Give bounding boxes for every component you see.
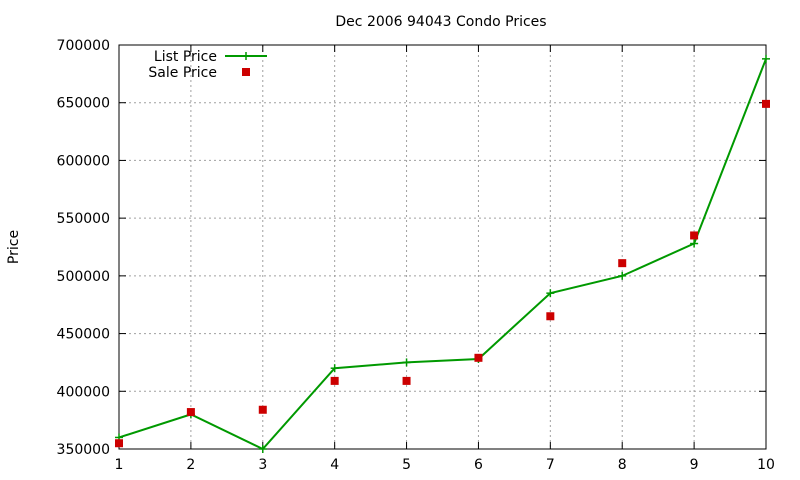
list-price-point xyxy=(690,239,699,248)
y-tick-label: 350000 xyxy=(57,442,110,458)
x-tick-label: 8 xyxy=(618,457,627,473)
y-tick-label: 700000 xyxy=(57,38,110,54)
list-price-line xyxy=(118,58,767,451)
sale-price-point xyxy=(546,312,555,321)
legend-label: Sale Price xyxy=(148,65,217,81)
plot-frame xyxy=(118,44,767,450)
y-tick-label: 650000 xyxy=(57,96,110,112)
x-tick-label: 9 xyxy=(690,457,699,473)
legend-square-marker xyxy=(242,68,250,76)
legend-plus-marker xyxy=(242,52,250,60)
sale-price-point xyxy=(618,259,627,268)
list-price-point xyxy=(546,289,555,298)
x-tick-label: 1 xyxy=(115,457,124,473)
y-tick-label: 450000 xyxy=(57,327,110,343)
legend-label: List Price xyxy=(154,49,217,65)
sale-price-point xyxy=(258,405,267,414)
sale-price-point xyxy=(762,99,770,108)
list-price-point xyxy=(258,445,267,453)
grid xyxy=(119,45,766,449)
y-tick-label: 400000 xyxy=(57,384,110,400)
x-tick-label: 10 xyxy=(757,457,775,473)
x-tick-label: 7 xyxy=(546,457,555,473)
list-price-point xyxy=(330,364,339,373)
y-axis-label: Price xyxy=(6,230,22,264)
x-tick-label: 4 xyxy=(330,457,339,473)
list-price-point xyxy=(762,54,770,63)
list-price-point xyxy=(402,358,411,367)
x-tick-label: 2 xyxy=(186,457,195,473)
sale-price-point xyxy=(330,376,339,385)
y-tick-label: 500000 xyxy=(57,269,110,285)
series-layer xyxy=(115,54,770,453)
y-tick-label: 600000 xyxy=(57,153,110,169)
x-ticks: 1 2 3 4 5 6 7 8 9 10 xyxy=(115,45,775,473)
chart-title: Dec 2006 94043 Condo Prices xyxy=(335,14,546,30)
x-tick-label: 5 xyxy=(402,457,411,473)
x-tick-label: 3 xyxy=(258,457,267,473)
y-tick-label: 550000 xyxy=(57,211,110,227)
y-ticks: 350000 400000 450000 500000 550000 600000 6500… xyxy=(57,38,766,458)
list-price-point xyxy=(618,271,627,280)
sale-price-point xyxy=(186,408,195,417)
sale-price-point xyxy=(474,353,483,362)
sale-price-point xyxy=(402,376,411,385)
sale-price-point xyxy=(690,231,699,240)
x-tick-label: 6 xyxy=(474,457,483,473)
sale-price-point xyxy=(115,439,123,448)
